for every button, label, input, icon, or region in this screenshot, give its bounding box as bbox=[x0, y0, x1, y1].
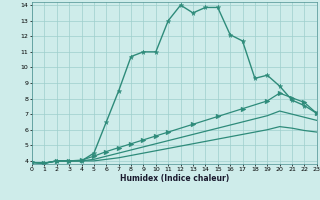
X-axis label: Humidex (Indice chaleur): Humidex (Indice chaleur) bbox=[120, 174, 229, 183]
